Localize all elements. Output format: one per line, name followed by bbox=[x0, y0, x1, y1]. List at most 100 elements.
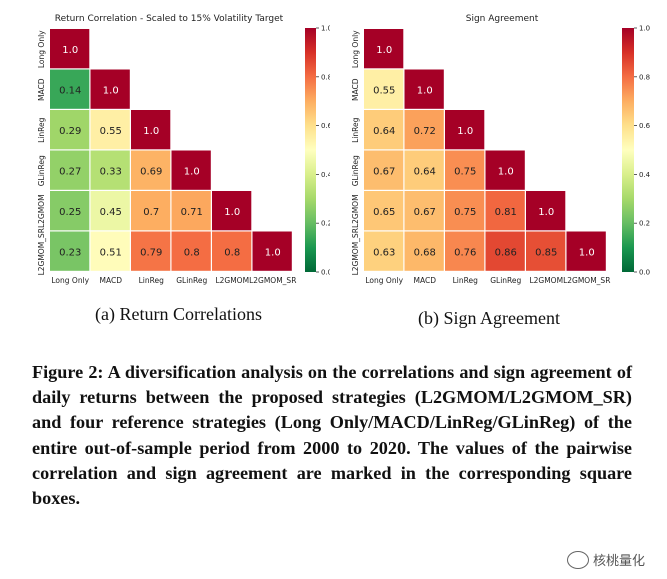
cell-value-label: 0.55 bbox=[100, 126, 122, 137]
colorbar-tick-label: 0.0 bbox=[321, 269, 330, 277]
heatmap-cell bbox=[526, 191, 566, 231]
column-tick-label-linreg: LinReg bbox=[139, 276, 165, 285]
heatmap-cell bbox=[445, 150, 485, 190]
column-tick-label-long-only: Long Only bbox=[365, 276, 403, 285]
column-tick-label-macd: MACD bbox=[100, 276, 123, 285]
row-tick-label-long-only: Long Only bbox=[351, 30, 360, 68]
colorbar-tick-label: 0.2 bbox=[639, 220, 650, 228]
cell-value-label: 1.0 bbox=[143, 126, 159, 137]
heatmap-cell bbox=[90, 231, 130, 271]
figure-caption: Figure 2: A diversification analysis on … bbox=[32, 362, 632, 509]
heatmap-cell bbox=[485, 150, 525, 190]
cell-value-label: 1.0 bbox=[417, 85, 433, 96]
row-tick-label-linreg: LinReg bbox=[37, 117, 46, 143]
column-tick-label-glinreg: GLinReg bbox=[490, 276, 521, 285]
wechat-logo-icon bbox=[566, 550, 589, 569]
row-tick-label-l2gmom: L2GMOM bbox=[37, 194, 46, 228]
cell-value-label: 1.0 bbox=[376, 45, 392, 56]
colorbar bbox=[305, 28, 316, 272]
heatmap-cell bbox=[364, 191, 404, 231]
heatmap-cell bbox=[445, 231, 485, 271]
cell-value-label: 0.65 bbox=[373, 207, 395, 218]
colorbar-tick-label: 0.2 bbox=[321, 220, 330, 228]
colorbar-tick-label: 0.6 bbox=[639, 122, 651, 130]
cell-value-label: 1.0 bbox=[62, 45, 78, 56]
cell-value-label: 0.64 bbox=[373, 126, 395, 137]
heatmap-cell bbox=[485, 191, 525, 231]
subcaption-b: (b) Sign Agreement bbox=[418, 308, 560, 328]
heatmap-cell bbox=[404, 69, 444, 109]
heatmap-chart-sign-agreement: Sign Agreement 1.0 0.55 1.0 0.64 0.72 1.0 0.67 0… bbox=[351, 14, 651, 285]
heatmap-cell bbox=[171, 150, 211, 190]
colorbar-tick-label: 0.0 bbox=[639, 269, 650, 277]
column-tick-label-linreg: LinReg bbox=[453, 276, 479, 285]
cell-value-label: 0.67 bbox=[373, 166, 395, 177]
cell-value-label: 0.76 bbox=[454, 247, 476, 258]
cell-value-label: 1.0 bbox=[103, 85, 119, 96]
heatmap-cell bbox=[131, 191, 171, 231]
cell-value-label: 0.86 bbox=[495, 247, 517, 258]
cell-value-label: 0.25 bbox=[59, 207, 81, 218]
heatmap-cell bbox=[90, 69, 130, 109]
heatmap-chart-return-correlation: Return Correlation - Scaled to 15% Volat… bbox=[37, 14, 333, 285]
cell-value-label: 0.68 bbox=[414, 247, 436, 258]
cell-value-label: 0.45 bbox=[100, 207, 122, 218]
heatmap-cell bbox=[212, 231, 252, 271]
heatmap-panel-sign-agreement: Sign Agreement 1.0 0.55 1.0 0.64 0.72 1.0 0.67 0… bbox=[333, 0, 667, 300]
heatmap-cell bbox=[526, 231, 566, 271]
row-tick-label-macd: MACD bbox=[351, 78, 360, 101]
cell-value-label: 0.81 bbox=[495, 207, 517, 218]
heatmap-cell bbox=[50, 110, 90, 150]
heatmap-cell bbox=[445, 110, 485, 150]
cell-value-label: 0.67 bbox=[414, 207, 436, 218]
row-tick-label-linreg: LinReg bbox=[351, 117, 360, 143]
cell-value-label: 0.75 bbox=[454, 166, 476, 177]
heatmap-cell bbox=[90, 110, 130, 150]
cell-value-label: 0.75 bbox=[454, 207, 476, 218]
column-tick-label-long-only: Long Only bbox=[51, 276, 89, 285]
heatmap-cell bbox=[404, 231, 444, 271]
watermark-text: 核桃量化 bbox=[592, 553, 645, 568]
cell-value-label: 0.69 bbox=[140, 166, 162, 177]
heatmap-cell bbox=[252, 231, 292, 271]
heatmap-cell bbox=[50, 191, 90, 231]
heatmap-cell bbox=[566, 231, 606, 271]
colorbar-tick-label: 0.8 bbox=[321, 73, 330, 81]
heatmap-cell bbox=[404, 191, 444, 231]
colorbar-tick-label: 0.6 bbox=[321, 122, 330, 130]
heatmap-cell bbox=[131, 231, 171, 271]
row-tick-label-glinreg: GLinReg bbox=[37, 155, 46, 186]
column-tick-label-l2gmom: L2GMOM bbox=[215, 276, 249, 285]
heatmap-cell bbox=[50, 150, 90, 190]
row-tick-label-long-only: Long Only bbox=[37, 30, 46, 68]
cell-value-label: 1.0 bbox=[538, 207, 554, 218]
row-tick-label-glinreg: GLinReg bbox=[351, 155, 360, 186]
cell-value-label: 0.8 bbox=[184, 247, 200, 258]
heatmap-cell bbox=[364, 110, 404, 150]
cell-value-label: 0.23 bbox=[59, 247, 81, 258]
heatmap-cell bbox=[171, 231, 211, 271]
colorbar bbox=[622, 28, 634, 272]
colorbar-tick-label: 0.8 bbox=[639, 73, 650, 81]
cell-value-label: 0.71 bbox=[181, 207, 203, 218]
heatmap-cell bbox=[50, 29, 90, 69]
heatmap-cell bbox=[50, 231, 90, 271]
column-tick-label-l2gmom-sr: L2GMOM_SR bbox=[249, 276, 296, 285]
cell-value-label: 0.79 bbox=[140, 247, 162, 258]
cell-value-label: 0.72 bbox=[414, 126, 436, 137]
row-tick-label-l2gmom: L2GMOM bbox=[351, 194, 360, 228]
column-tick-label-l2gmom-sr: L2GMOM_SR bbox=[563, 276, 610, 285]
cell-value-label: 0.85 bbox=[535, 247, 557, 258]
cell-value-label: 1.0 bbox=[184, 166, 200, 177]
subcaption-a: (a) Return Correlations bbox=[95, 304, 262, 324]
colorbar-tick-label: 1.0 bbox=[639, 25, 650, 33]
row-tick-label-l2gmom-sr: L2GMOM_SR bbox=[351, 228, 360, 275]
column-tick-label-l2gmom: L2GMOM bbox=[529, 276, 563, 285]
colorbar-tick-label: 0.4 bbox=[321, 171, 330, 179]
cell-value-label: 0.27 bbox=[59, 166, 81, 177]
heatmap-cell bbox=[404, 110, 444, 150]
heatmap-cell bbox=[445, 191, 485, 231]
heatmap-panel-return-correlation: Return Correlation - Scaled to 15% Volat… bbox=[0, 0, 333, 300]
cell-value-label: 0.63 bbox=[373, 247, 395, 258]
chart-title: Return Correlation - Scaled to 15% Volat… bbox=[55, 14, 284, 24]
